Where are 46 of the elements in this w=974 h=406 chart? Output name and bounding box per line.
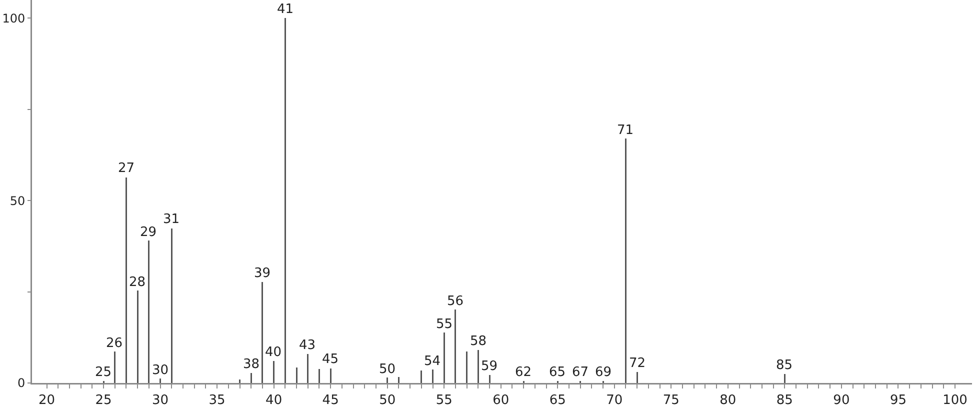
annotation: 38 [243, 357, 260, 372]
x-tick-label: 80 [720, 393, 736, 406]
annotation: 56 [447, 294, 464, 309]
x-tick-label: 90 [833, 393, 850, 406]
x-tick-label: 85 [776, 393, 793, 406]
x-tick-label: 65 [549, 393, 566, 406]
x-tick-label: 40 [266, 393, 282, 406]
x-tick-label: 95 [890, 393, 906, 406]
annotation: 65 [549, 365, 566, 380]
annotation: 55 [436, 317, 453, 332]
annotation: 50 [379, 362, 396, 377]
annotation: 40 [265, 345, 282, 360]
annotation: 72 [629, 356, 646, 371]
x-tick-label: 75 [662, 393, 680, 406]
x-tick-label: 35 [208, 393, 226, 406]
annotation: 29 [140, 225, 157, 240]
annotation: 71 [617, 123, 634, 138]
x-tick-label: 55 [436, 393, 452, 406]
annotation: 85 [776, 358, 793, 373]
x-tick-label: 20 [38, 393, 56, 406]
annotation: 43 [299, 338, 316, 353]
annotation: 39 [254, 266, 271, 281]
annotation: 31 [163, 212, 180, 227]
x-tick-label: 100 [942, 393, 968, 406]
annotation: 54 [424, 354, 441, 369]
annotation: 69 [595, 365, 612, 380]
x-tick-label: 30 [152, 393, 169, 406]
x-tick-label: 60 [492, 393, 510, 406]
x-tick-label: 25 [95, 393, 112, 406]
annotation: 67 [572, 365, 589, 380]
y-tick-label: 50 [10, 194, 26, 208]
annotation: 62 [515, 365, 532, 380]
annotation: 59 [481, 359, 498, 374]
y-tick-label: 100 [2, 11, 26, 26]
y-tick-label: 0 [17, 376, 26, 390]
x-tick-label: 50 [379, 393, 396, 406]
annotation: 27 [118, 161, 135, 176]
annotation: 58 [470, 334, 487, 349]
annotation: 26 [106, 336, 123, 351]
annotation: 30 [152, 363, 169, 378]
annotation: 28 [129, 275, 146, 290]
annotation: 45 [322, 352, 339, 367]
annotation: 41 [277, 2, 294, 17]
annotation: 25 [95, 365, 112, 380]
x-tick-label: 70 [606, 393, 623, 406]
x-tick-label: 45 [322, 393, 339, 406]
